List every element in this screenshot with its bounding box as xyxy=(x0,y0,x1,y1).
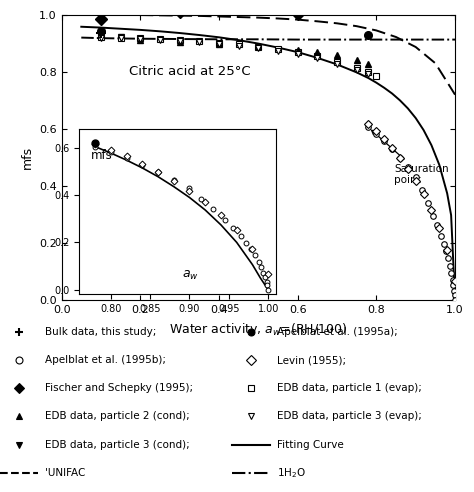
Text: Apelblat et al. (1995a);: Apelblat et al. (1995a); xyxy=(277,327,398,337)
Text: Bulk data, this study;: Bulk data, this study; xyxy=(45,327,156,337)
Text: EDB data, particle 3 (cond);: EDB data, particle 3 (cond); xyxy=(45,440,190,450)
Text: 'UNIFAC: 'UNIFAC xyxy=(45,468,85,478)
Y-axis label: mfs: mfs xyxy=(20,146,34,169)
Text: Saturation
point: Saturation point xyxy=(372,130,449,185)
Text: EDB data, particle 2 (cond);: EDB data, particle 2 (cond); xyxy=(45,411,190,422)
Text: Fischer and Schepky (1995);: Fischer and Schepky (1995); xyxy=(45,383,193,393)
Text: Citric acid at 25°C: Citric acid at 25°C xyxy=(128,64,250,78)
Text: Fitting Curve: Fitting Curve xyxy=(277,440,344,450)
Text: EDB data, particle 3 (evap);: EDB data, particle 3 (evap); xyxy=(277,411,422,422)
X-axis label: Water activity, $a_w$=(RH/100): Water activity, $a_w$=(RH/100) xyxy=(169,320,347,338)
Text: Levin (1955);: Levin (1955); xyxy=(277,355,346,365)
Text: 1H$_2$O: 1H$_2$O xyxy=(277,466,306,480)
Text: Apelblat et al. (1995b);: Apelblat et al. (1995b); xyxy=(45,355,166,365)
Text: EDB data, particle 1 (evap);: EDB data, particle 1 (evap); xyxy=(277,383,422,393)
